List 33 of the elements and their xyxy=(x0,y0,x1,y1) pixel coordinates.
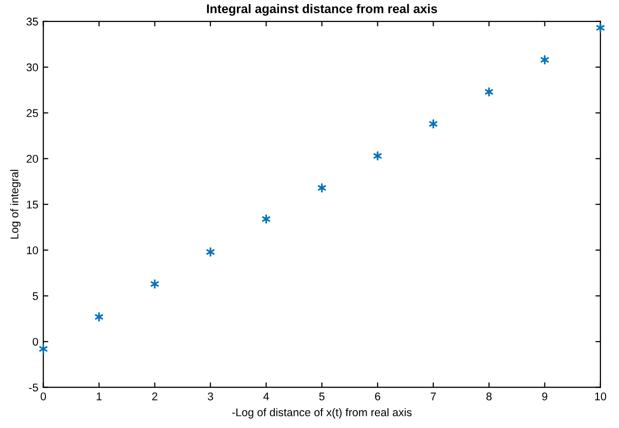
y-tick-label: -5 xyxy=(29,384,38,392)
y-tick-label: 15 xyxy=(26,200,38,209)
y-tick-label: 5 xyxy=(32,292,38,300)
x-tick-label: 4 xyxy=(263,392,269,400)
point xyxy=(484,87,494,96)
x-tick-label: 8 xyxy=(486,392,492,400)
x-axis-title: -Log of distance of x(t) from real axis xyxy=(232,408,412,418)
y-tick-label: 20 xyxy=(26,154,38,163)
x-tick-label: 9 xyxy=(542,392,548,400)
y-tick-label: 30 xyxy=(26,63,38,72)
point xyxy=(206,247,215,257)
x-tick-label: 0 xyxy=(40,392,46,400)
y-tick-label: 10 xyxy=(26,246,38,254)
x-tick-label: 3 xyxy=(208,392,214,400)
x-tick-label: 5 xyxy=(319,392,325,400)
point xyxy=(373,151,382,161)
x-tick-label: 7 xyxy=(430,392,436,400)
y-axis-title: Log of integral xyxy=(10,170,21,239)
x-tick-label: 6 xyxy=(375,392,380,400)
x-tick-label: 10 xyxy=(595,392,606,400)
point xyxy=(318,183,326,193)
point xyxy=(262,214,270,224)
point xyxy=(39,344,48,354)
point xyxy=(540,55,549,64)
y-tick-label: 25 xyxy=(26,109,38,118)
y-tick-label: 35 xyxy=(26,18,38,26)
point xyxy=(94,312,104,322)
point xyxy=(429,119,438,128)
y-tick-label: 0 xyxy=(32,338,38,346)
x-tick-label: 1 xyxy=(96,392,102,400)
x-tick-label: 2 xyxy=(152,392,158,400)
point xyxy=(150,279,159,289)
chart-title: Integral against distance from real axis xyxy=(207,4,438,16)
